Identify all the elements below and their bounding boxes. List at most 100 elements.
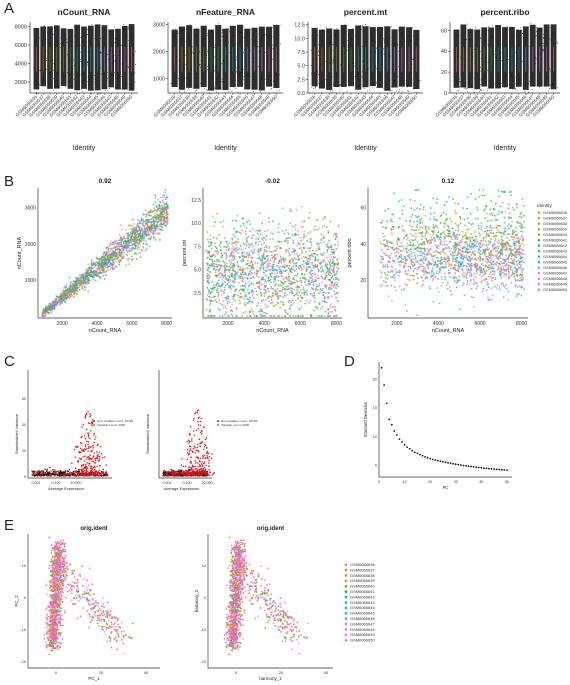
jitter-point bbox=[129, 36, 130, 37]
jitter-point bbox=[481, 78, 483, 79]
scatter-point bbox=[293, 294, 296, 297]
jitter-point bbox=[245, 43, 246, 45]
scatter-point bbox=[140, 249, 143, 251]
scatter-point bbox=[114, 265, 117, 267]
scatter-point bbox=[257, 248, 260, 251]
scatter-point bbox=[216, 264, 219, 267]
jitter-point bbox=[391, 86, 392, 88]
jitter-point bbox=[390, 93, 392, 95]
scatter-point bbox=[131, 242, 134, 245]
scatter-point bbox=[271, 301, 274, 304]
jitter-point bbox=[260, 84, 262, 86]
scatter-point bbox=[287, 267, 290, 270]
jitter-point bbox=[497, 33, 498, 35]
scatter-point bbox=[279, 283, 282, 286]
jitter-point bbox=[345, 26, 346, 27]
y-tick-label: 2000 bbox=[15, 80, 27, 86]
scatter-point bbox=[274, 253, 276, 256]
jitter-point bbox=[531, 30, 532, 31]
scatter-point bbox=[307, 257, 310, 260]
scatter-point bbox=[335, 283, 338, 286]
scatter-point bbox=[206, 279, 209, 282]
jitter-point bbox=[118, 74, 119, 76]
scatter-point bbox=[240, 260, 242, 262]
jitter-point bbox=[481, 89, 483, 91]
scatter-point bbox=[266, 305, 269, 308]
scatter-point bbox=[228, 247, 231, 250]
scatter-point bbox=[208, 254, 211, 256]
jitter-point bbox=[176, 49, 178, 51]
jitter-point bbox=[68, 74, 70, 75]
jitter-point bbox=[67, 31, 69, 32]
jitter-point bbox=[399, 41, 401, 43]
y-tick-label: 2000 bbox=[153, 49, 165, 55]
jitter-point bbox=[90, 93, 92, 95]
scatter-point bbox=[143, 225, 146, 228]
scatter-point bbox=[256, 257, 259, 260]
scatter-point bbox=[164, 189, 167, 191]
jitter-point bbox=[409, 51, 411, 53]
scatter-point bbox=[383, 272, 386, 274]
scatter-point bbox=[156, 227, 159, 230]
jitter-point bbox=[228, 42, 229, 44]
jitter-point bbox=[211, 31, 212, 33]
scatter-point bbox=[237, 276, 240, 279]
scatter-point bbox=[95, 270, 97, 273]
jitter-point bbox=[407, 90, 409, 92]
scatter-point bbox=[289, 264, 291, 267]
scatter-point bbox=[247, 288, 249, 291]
scatter-point bbox=[332, 286, 335, 288]
scatter-point bbox=[275, 303, 278, 306]
jitter-point bbox=[347, 44, 349, 46]
jitter-point bbox=[516, 85, 518, 87]
jitter-point bbox=[459, 86, 461, 87]
jitter-point bbox=[526, 83, 528, 84]
scatter-point bbox=[329, 315, 332, 317]
violin-hint bbox=[97, 46, 99, 72]
jitter-point bbox=[528, 83, 529, 84]
jitter-point bbox=[34, 80, 36, 82]
scatter-point bbox=[109, 241, 112, 243]
scatter-point bbox=[470, 266, 472, 269]
scatter-point bbox=[150, 237, 153, 239]
x-axis-label: nCount_RNA bbox=[89, 328, 122, 334]
jitter-point bbox=[187, 88, 189, 90]
scatter-point bbox=[321, 277, 324, 280]
scatter-point bbox=[276, 247, 278, 250]
jitter-point bbox=[234, 44, 235, 45]
scatter-point bbox=[87, 267, 90, 270]
scatter-point bbox=[105, 270, 108, 273]
scatter-point bbox=[228, 284, 230, 287]
scatter-point bbox=[216, 253, 219, 256]
scatter-point bbox=[138, 242, 140, 245]
jitter-point bbox=[417, 76, 419, 78]
jitter-point bbox=[348, 72, 350, 73]
scatter-point bbox=[287, 288, 290, 291]
jitter-point bbox=[381, 28, 383, 30]
jitter-point bbox=[278, 90, 280, 91]
scatter-point bbox=[333, 251, 336, 253]
scatter-point bbox=[233, 265, 235, 268]
jitter-point bbox=[360, 49, 362, 51]
jitter-point bbox=[86, 88, 87, 90]
scatter-point bbox=[129, 248, 131, 250]
scatter-point bbox=[247, 259, 249, 262]
scatter-point bbox=[135, 236, 138, 238]
jitter-point bbox=[121, 76, 122, 77]
jitter-point bbox=[80, 61, 82, 62]
jitter-point bbox=[320, 59, 321, 61]
scatter-point bbox=[66, 297, 68, 300]
scatter-point bbox=[215, 284, 218, 287]
scatter-point bbox=[397, 257, 399, 260]
jitter-point bbox=[537, 52, 539, 53]
jitter-point bbox=[126, 35, 127, 37]
scatter-point bbox=[131, 255, 133, 258]
scatter-point bbox=[225, 249, 228, 252]
jitter-point bbox=[319, 67, 320, 68]
jitter-point bbox=[203, 37, 204, 39]
scatter-point bbox=[123, 236, 125, 239]
scatter-point bbox=[269, 273, 272, 275]
jitter-point bbox=[120, 44, 122, 46]
jitter-point bbox=[413, 49, 415, 50]
jitter-point bbox=[524, 46, 526, 48]
